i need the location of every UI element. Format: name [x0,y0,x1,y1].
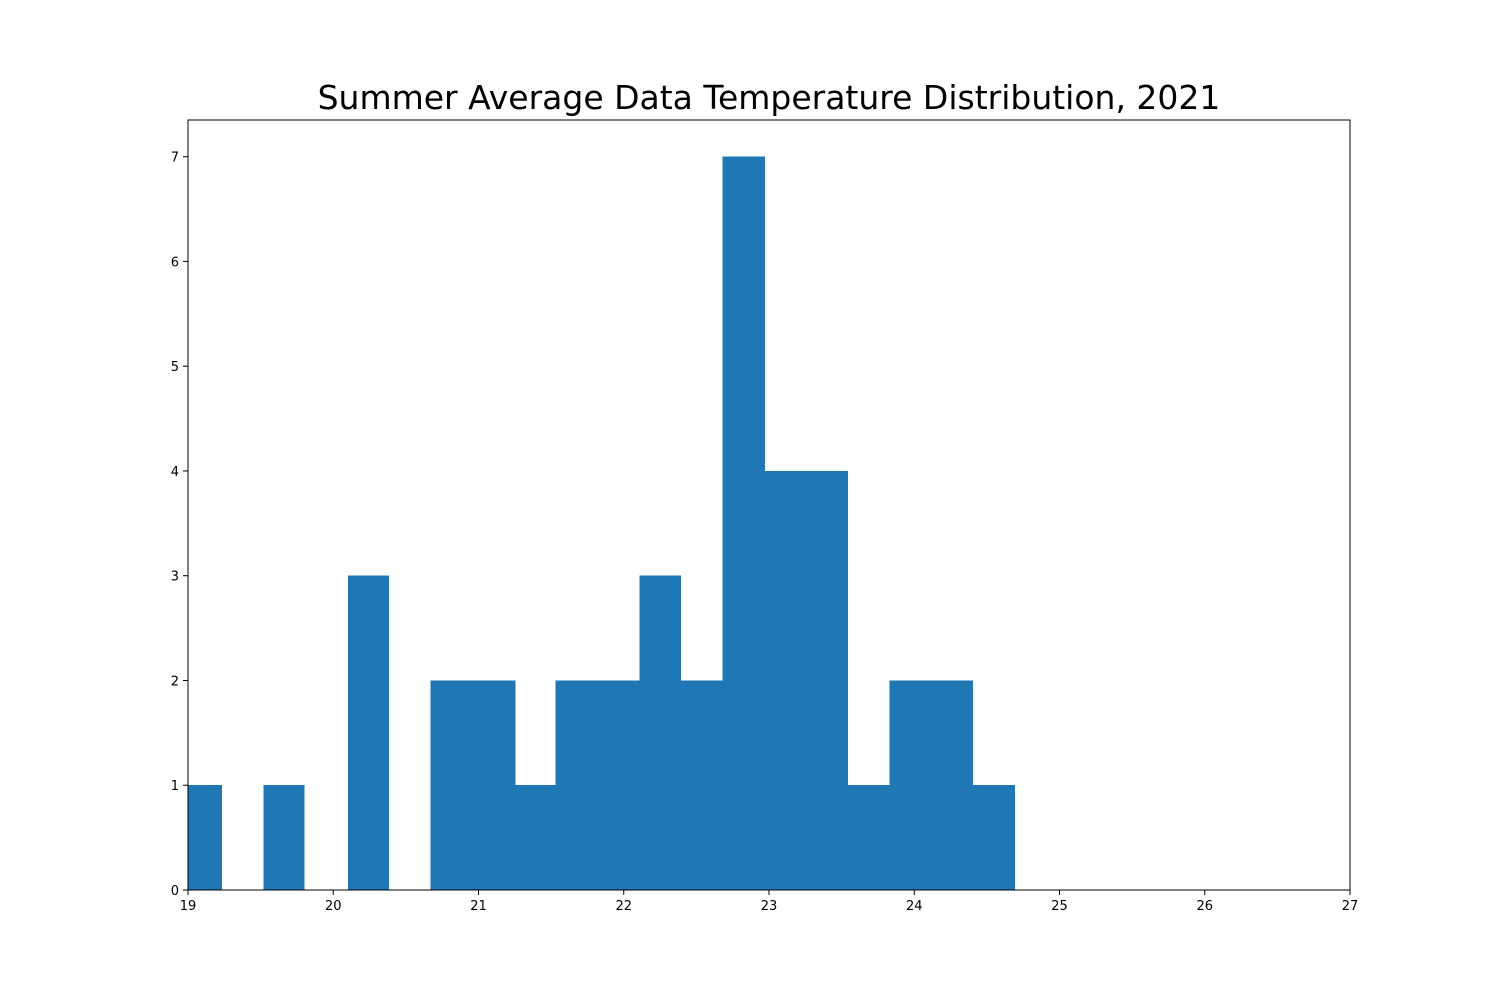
histogram-bar [188,785,222,890]
histogram-bar [972,785,1015,890]
y-tick-label: 2 [171,674,179,689]
histogram-bar [430,680,474,890]
histogram-bar [764,470,806,890]
x-tick-label: 23 [761,899,778,914]
histogram-bar [263,785,305,890]
y-tick-label: 1 [171,779,179,794]
x-tick-label: 24 [906,899,923,914]
x-tick-label: 22 [615,899,632,914]
histogram-bar [555,680,599,890]
histogram-bar [847,785,891,890]
histogram-bar [597,680,641,890]
histogram-bar [722,156,766,890]
histogram-bar [680,680,724,890]
x-tick-label: 19 [180,899,197,914]
x-tick-label: 27 [1342,899,1359,914]
x-tick-label: 21 [470,899,487,914]
y-tick-label: 3 [171,570,179,585]
y-tick-label: 4 [171,465,179,480]
histogram-bar [930,680,973,890]
y-tick-label: 6 [171,255,179,270]
x-tick-label: 26 [1196,899,1213,914]
histogram-bar [639,575,681,890]
y-tick-label: 5 [171,360,179,375]
x-tick-label: 25 [1051,899,1068,914]
histogram-bar [805,470,848,890]
y-tick-label: 0 [171,884,179,899]
histogram-bar [347,575,389,890]
histogram-bar [889,680,931,890]
chart-title: Summer Average Data Temperature Distribu… [317,78,1221,117]
y-tick-label: 7 [171,151,179,166]
histogram-bar [514,785,556,890]
x-tick-label: 20 [325,899,342,914]
histogram-bar [472,680,516,890]
